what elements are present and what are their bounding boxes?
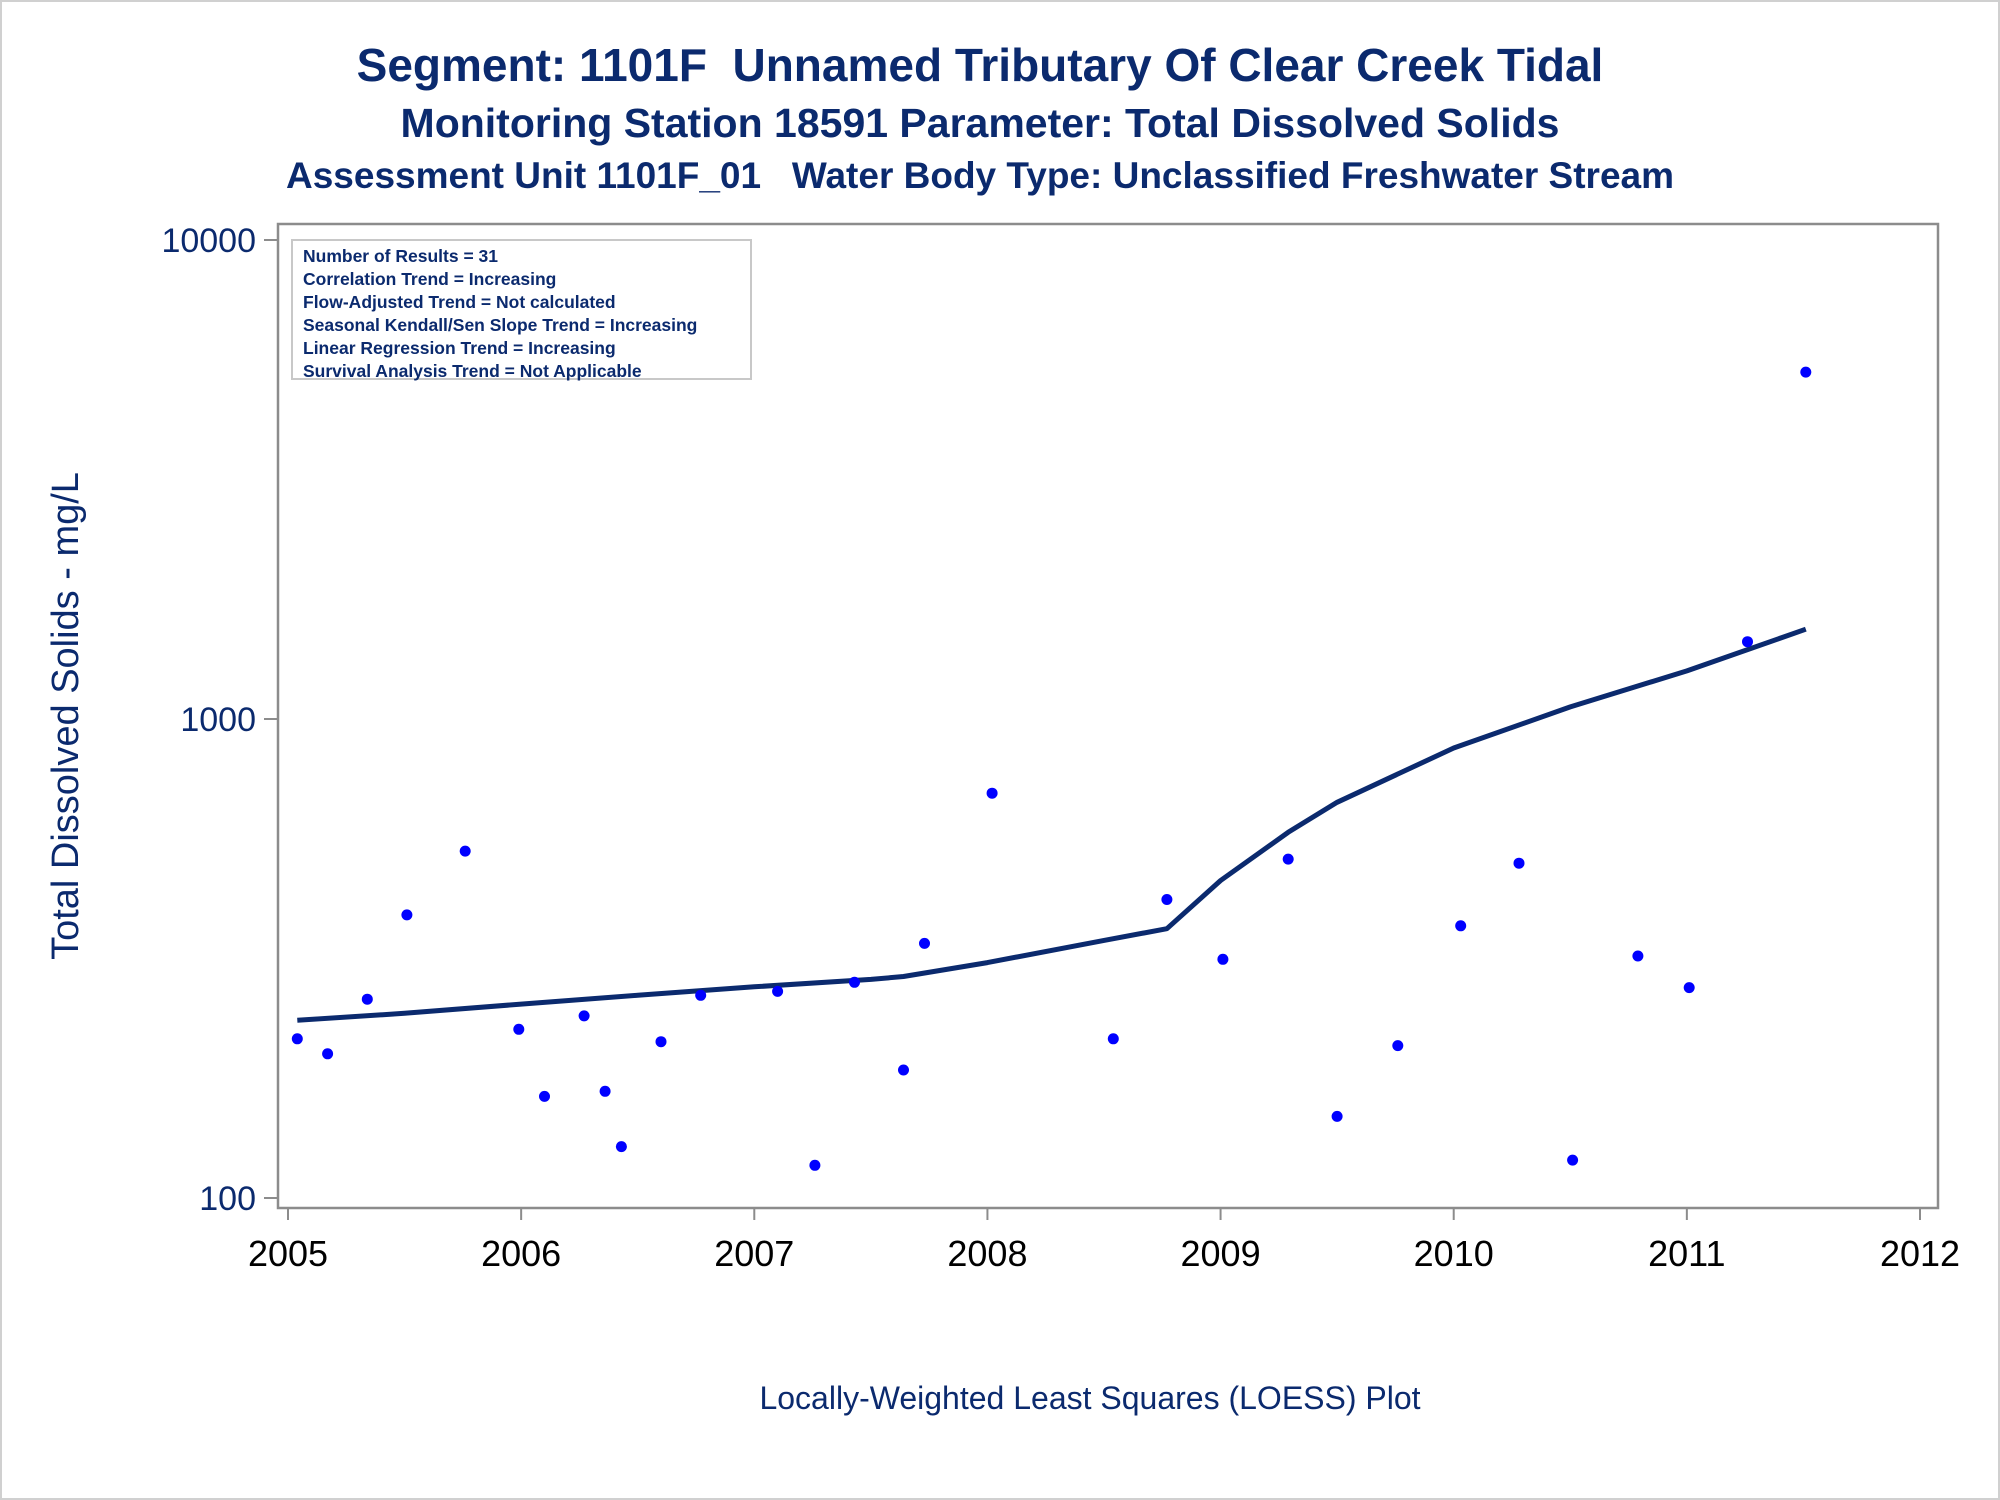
y-tick-label: 100 <box>199 1180 256 1218</box>
data-point <box>1217 953 1229 965</box>
data-point <box>1800 366 1812 378</box>
data-point <box>986 787 998 799</box>
data-point <box>1632 950 1644 962</box>
footnote: Locally-Weighted Least Squares (LOESS) P… <box>759 1380 1421 1416</box>
data-point <box>615 1141 627 1153</box>
x-tick-label: 2006 <box>481 1233 561 1274</box>
data-point <box>809 1159 821 1171</box>
loess-line <box>297 626 1807 1023</box>
data-point <box>1513 857 1525 869</box>
data-point <box>1455 920 1467 932</box>
stat-linear-regression-trend: Linear Regression Trend = Increasing <box>303 338 616 358</box>
stat-survival-analysis-trend: Survival Analysis Trend = Not Applicable <box>303 361 642 381</box>
data-point <box>1742 636 1753 648</box>
data-point <box>513 1023 525 1035</box>
y-tick-label: 1000 <box>180 701 256 739</box>
data-point <box>695 989 707 1001</box>
x-tick-label: 2012 <box>1880 1233 1960 1274</box>
data-point <box>1282 853 1294 865</box>
stat-number-of-results: Number of Results = 31 <box>303 246 498 266</box>
chart-title: Segment: 1101F Unnamed Tributary Of Clea… <box>356 39 1604 91</box>
data-point <box>578 1010 590 1022</box>
chart-subtitle-2: Assessment Unit 1101F_01 Water Body Type… <box>285 155 1675 196</box>
data-point <box>655 1036 667 1048</box>
x-tick-label: 2005 <box>248 1233 328 1274</box>
stat-flow-adjusted-trend: Flow-Adjusted Trend = Not calculated <box>303 292 616 312</box>
chart-subtitle: Monitoring Station 18591 Parameter: Tota… <box>400 100 1560 146</box>
x-tick-label: 2010 <box>1414 1233 1494 1274</box>
data-point <box>919 937 930 949</box>
data-point <box>401 909 413 921</box>
y-tick-label: 10000 <box>161 222 256 260</box>
data-point <box>849 976 860 988</box>
data-point <box>1392 1040 1404 1052</box>
data-point <box>772 985 784 997</box>
y-axis-label: Total Dissolved Solids - mg/L <box>45 472 87 960</box>
data-point <box>361 993 373 1005</box>
data-point <box>459 845 471 857</box>
data-point <box>291 1033 303 1045</box>
data-point <box>1683 982 1695 994</box>
stat-correlation-trend: Correlation Trend = Increasing <box>303 269 557 289</box>
x-tick-label: 2009 <box>1181 1233 1261 1274</box>
x-tick-label: 2008 <box>947 1233 1027 1274</box>
data-point <box>1161 894 1173 905</box>
x-tick-label: 2011 <box>1648 1233 1725 1274</box>
data-point <box>539 1090 550 1102</box>
data-point <box>599 1085 611 1097</box>
trend-stats-box: Number of Results = 31 Correlation Trend… <box>291 239 752 381</box>
stat-seasonal-kendall-trend: Seasonal Kendall/Sen Slope Trend = Incre… <box>303 315 698 335</box>
data-point <box>1331 1110 1343 1122</box>
data-point <box>1107 1033 1119 1045</box>
data-point <box>322 1048 334 1060</box>
data-point <box>898 1064 909 1076</box>
x-tick-label: 2007 <box>714 1233 794 1274</box>
plot-area-border <box>276 222 1940 1210</box>
data-point <box>1567 1154 1579 1166</box>
